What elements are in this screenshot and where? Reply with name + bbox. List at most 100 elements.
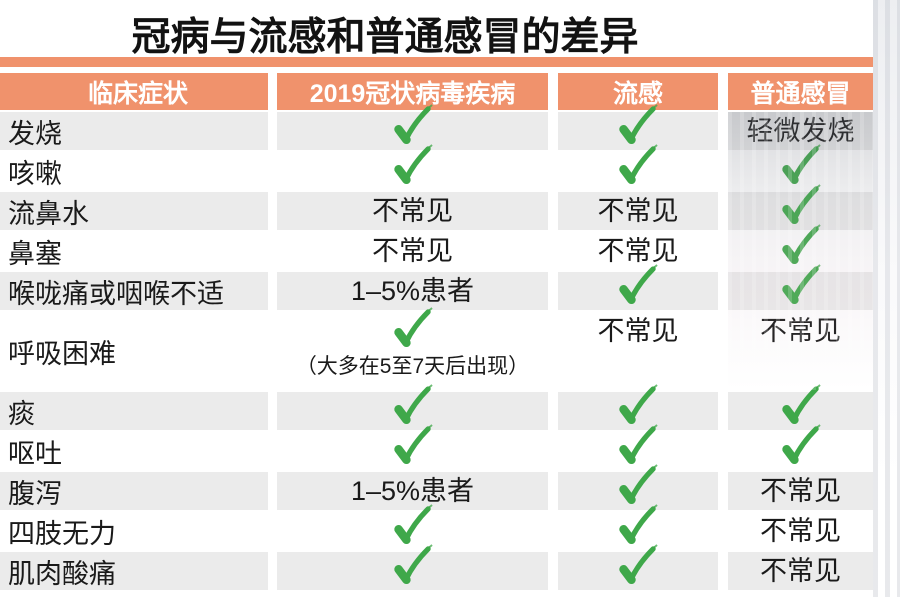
cell-text: 不常见 — [597, 196, 679, 226]
check-icon — [781, 224, 821, 265]
cold-cell: 不常见 — [728, 552, 873, 590]
covid-cell: 1–5%患者 — [277, 272, 548, 310]
flu-cell — [558, 104, 718, 150]
cold-cell — [728, 264, 873, 310]
cold-cell — [728, 424, 873, 470]
cell-text: 不常见 — [760, 316, 841, 346]
symptom-label: 痰 — [0, 392, 268, 430]
covid-cell: 不常见 — [277, 232, 548, 270]
table-row: 流鼻水 不常见 不常见 — [0, 184, 873, 230]
check-icon — [781, 264, 821, 305]
table-row: 发烧 轻微发烧 — [0, 104, 873, 150]
covid-cell: 1–5%患者 — [277, 472, 548, 510]
flu-cell: 不常见 — [558, 192, 718, 230]
cold-cell: 不常见 — [728, 472, 873, 510]
covid-cell — [277, 544, 548, 590]
flu-cell: 不常见 — [558, 312, 718, 390]
covid-cell — [277, 104, 548, 150]
header-covid19: 2019冠状病毒疾病 — [277, 73, 548, 110]
header-common-cold: 普通感冒 — [728, 73, 873, 110]
cold-cell — [728, 224, 873, 270]
cell-text: 不常见 — [372, 236, 453, 266]
header-flu: 流感 — [558, 73, 718, 110]
background-photo-edge — [873, 0, 900, 597]
check-icon — [781, 424, 821, 465]
symptom-label: 呼吸困难 — [8, 338, 116, 369]
accent-divider-bar — [0, 57, 873, 67]
cold-cell: 不常见 — [728, 512, 873, 550]
table-row: 呼吸困难 （大多在5至7天后出现） 不常见 不常见 — [0, 307, 873, 390]
covid-cell — [277, 384, 548, 430]
covid-cell — [277, 504, 548, 550]
check-icon — [393, 384, 433, 425]
cell-text: 不常见 — [597, 236, 679, 266]
table-row: 腹泻 1–5%患者 不常见 — [0, 464, 873, 510]
check-icon — [619, 104, 658, 145]
cold-cell: 轻微发烧 — [728, 112, 873, 150]
check-icon — [619, 424, 658, 465]
check-icon — [393, 307, 433, 348]
cell-text: 轻微发烧 — [746, 116, 855, 146]
symptom-label: 肌肉酸痛 — [0, 552, 268, 590]
covid-cell — [277, 424, 548, 470]
cell-text: 不常见 — [760, 516, 841, 546]
table-header-row: 临床症状 2019冠状病毒疾病 流感 普通感冒 — [0, 73, 873, 110]
check-icon — [781, 144, 821, 185]
check-icon — [619, 464, 658, 505]
flu-cell — [558, 384, 718, 430]
cell-text: 不常见 — [760, 556, 841, 586]
symptom-label: 喉咙痛或咽喉不适 — [0, 272, 268, 310]
check-icon — [619, 264, 658, 305]
covid-cell: 不常见 — [277, 192, 548, 230]
check-icon — [393, 504, 433, 545]
check-icon — [619, 384, 658, 425]
check-icon — [781, 184, 821, 225]
symptom-label: 四肢无力 — [8, 518, 116, 549]
note-text: （大多在5至7天后出现） — [295, 355, 530, 378]
symptom-comparison-table: 临床症状 2019冠状病毒疾病 流感 普通感冒 发烧 轻微发烧 咳嗽 — [0, 73, 873, 592]
cell-text: 不常见 — [760, 476, 841, 506]
flu-cell: 不常见 — [558, 232, 718, 270]
symptom-label: 流鼻水 — [0, 192, 268, 230]
symptom-label: 发烧 — [0, 112, 268, 150]
flu-cell — [558, 464, 718, 510]
cold-cell — [728, 384, 873, 430]
table-row: 呕吐 — [0, 424, 873, 470]
symptom-label: 腹泻 — [0, 472, 268, 510]
cell-text: 1–5%患者 — [350, 276, 475, 306]
symptom-label: 咳嗽 — [8, 158, 62, 189]
covid-cell — [277, 144, 548, 190]
table-row: 喉咙痛或咽喉不适 1–5%患者 — [0, 264, 873, 310]
check-icon — [393, 544, 433, 585]
header-clinical-symptoms: 临床症状 — [0, 73, 268, 110]
table-row: 鼻塞 不常见 不常见 — [0, 224, 873, 270]
check-icon — [781, 384, 821, 425]
covid-cell: （大多在5至7天后出现） — [277, 307, 548, 390]
check-icon — [619, 504, 658, 545]
cell-text: 1–5%患者 — [350, 476, 475, 506]
flu-cell — [558, 144, 718, 190]
symptom-label: 鼻塞 — [8, 238, 62, 269]
cell-text: 不常见 — [597, 316, 679, 346]
flu-cell — [558, 264, 718, 310]
table-row: 四肢无力 不常见 — [0, 504, 873, 550]
table-row: 咳嗽 — [0, 144, 873, 190]
flu-cell — [558, 544, 718, 590]
table-row: 痰 — [0, 384, 873, 430]
table-row: 肌肉酸痛 不常见 — [0, 544, 873, 590]
check-icon — [393, 144, 433, 185]
check-icon — [619, 544, 658, 585]
table-body: 发烧 轻微发烧 咳嗽 流鼻水 不常见 不常见 — [0, 104, 873, 590]
flu-cell — [558, 504, 718, 550]
cell-text: 不常见 — [372, 196, 453, 226]
symptom-label: 呕吐 — [8, 438, 62, 469]
check-icon — [393, 424, 433, 465]
flu-cell — [558, 424, 718, 470]
check-icon — [393, 104, 433, 145]
cold-cell — [728, 184, 873, 230]
cold-cell — [728, 144, 873, 190]
cold-cell: 不常见 — [728, 312, 873, 390]
check-icon — [619, 144, 658, 185]
page-title: 冠病与流感和普通感冒的差异 — [131, 16, 639, 59]
